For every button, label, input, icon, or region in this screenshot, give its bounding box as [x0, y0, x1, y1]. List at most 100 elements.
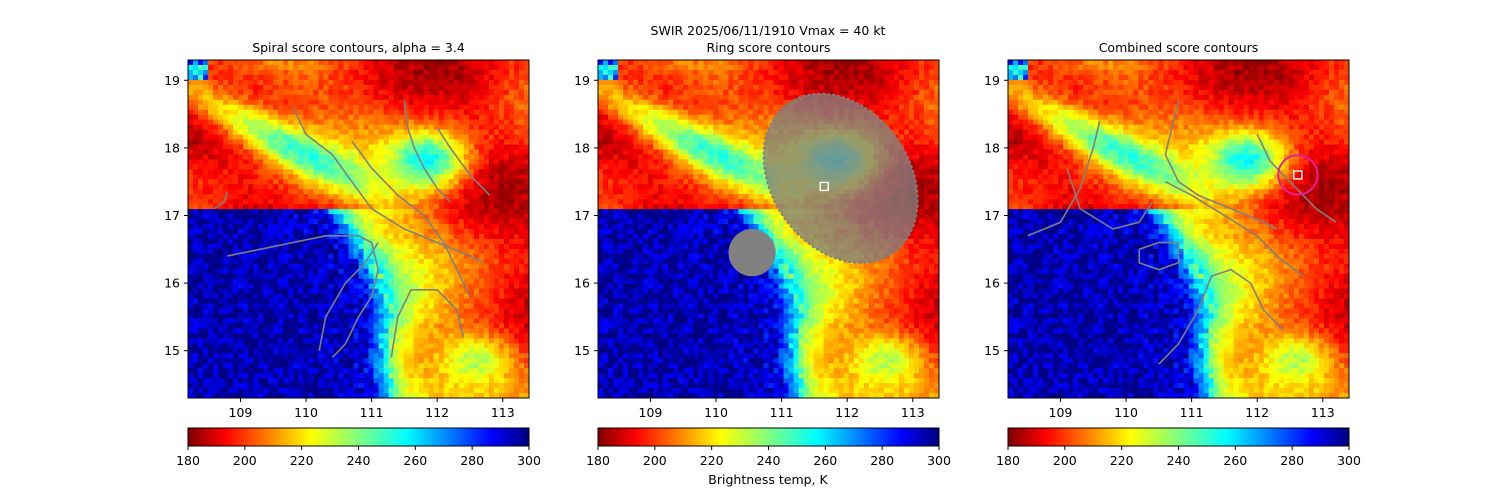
heatmap-cell [323, 333, 330, 339]
heatmap-cell [223, 363, 229, 369]
heatmap-cell [598, 79, 604, 86]
heatmap-cell [303, 273, 309, 280]
heatmap-cell [408, 139, 415, 146]
heatmap-cell [203, 263, 209, 270]
heatmap-cell [413, 388, 420, 394]
heatmap-cell [293, 393, 299, 398]
heatmap-cell [278, 174, 284, 180]
heatmap-cell [363, 89, 370, 96]
heatmap-cell [348, 99, 355, 106]
heatmap-cell [253, 144, 259, 151]
heatmap-cell [258, 378, 264, 384]
heatmap-cell [248, 104, 254, 111]
heatmap-cell [518, 243, 525, 250]
heatmap-cell [418, 348, 425, 354]
heatmap-cell [308, 393, 314, 398]
heatmap-cell [263, 303, 269, 310]
heatmap-cell [358, 99, 365, 106]
heatmap-cell [463, 268, 470, 275]
heatmap-cell [458, 373, 465, 379]
heatmap-cell [253, 348, 259, 354]
heatmap-cell [403, 358, 410, 364]
heatmap-cell [353, 383, 360, 389]
heatmap-cell [443, 238, 450, 245]
heatmap-cell [383, 313, 390, 320]
heatmap-cell [523, 393, 529, 398]
heatmap-cell [308, 358, 314, 364]
heatmap-cell [413, 258, 420, 265]
heatmap-cell [188, 293, 194, 300]
heatmap-cell [313, 64, 319, 71]
heatmap-cell [403, 293, 410, 300]
heatmap-cell [273, 263, 279, 270]
heatmap-cell [238, 278, 244, 285]
heatmap-cell [363, 174, 370, 180]
heatmap-cell [348, 134, 355, 141]
heatmap-cell [213, 89, 219, 96]
heatmap-cell [313, 99, 319, 106]
heatmap-cell [358, 253, 365, 260]
heatmap-cell [218, 79, 224, 86]
heatmap-cell [193, 124, 199, 131]
heatmap-cell [348, 154, 355, 161]
heatmap-cell [383, 79, 390, 86]
heatmap-cell [188, 134, 194, 141]
heatmap-cell [383, 114, 390, 121]
heatmap-cell [278, 144, 284, 151]
heatmap-cell [598, 149, 604, 156]
heatmap-cell [498, 288, 505, 295]
heatmap-cell [263, 149, 269, 156]
heatmap-cell [428, 338, 435, 344]
heatmap-cell [313, 273, 319, 280]
heatmap-cell [458, 353, 465, 359]
heatmap-cell [418, 189, 425, 195]
heatmap-cell [498, 393, 505, 398]
heatmap-cell [333, 263, 340, 270]
heatmap-cell [383, 74, 390, 81]
heatmap-cell [458, 69, 465, 76]
heatmap-cell [413, 238, 420, 245]
heatmap-cell [483, 179, 490, 185]
heatmap-cell [293, 253, 299, 260]
heatmap-cell [198, 129, 204, 136]
heatmap-cell [243, 129, 249, 136]
heatmap-cell [603, 219, 609, 225]
heatmap-cell [268, 179, 274, 185]
heatmap-cell [483, 69, 490, 76]
heatmap-cell [488, 69, 495, 76]
heatmap-cell [433, 298, 440, 305]
heatmap-cell [263, 343, 269, 349]
heatmap-cell [458, 288, 465, 295]
heatmap-cell [503, 139, 510, 146]
heatmap-cell [598, 224, 604, 230]
heatmap-cell [503, 298, 510, 305]
heatmap-cell [393, 303, 400, 310]
heatmap-cell [388, 373, 395, 379]
heatmap-cell [278, 224, 284, 230]
heatmap-cell [308, 214, 314, 220]
colorbar-tick-label: 300 [517, 453, 541, 468]
heatmap-cell [298, 328, 304, 334]
heatmap-cell [338, 144, 345, 151]
heatmap-cell [208, 288, 214, 295]
heatmap-cell [218, 373, 224, 379]
heatmap-cell [403, 79, 410, 86]
heatmap-cell [363, 79, 370, 86]
heatmap-cell [508, 69, 515, 76]
heatmap-cell [268, 278, 274, 285]
heatmap-cell [618, 109, 624, 116]
heatmap-cell [508, 248, 515, 255]
heatmap-cell [233, 343, 239, 349]
heatmap-cell [343, 94, 350, 101]
heatmap-cell [203, 184, 209, 190]
heatmap-cell [448, 219, 455, 225]
heatmap-cell [218, 99, 224, 106]
heatmap-cell [328, 323, 335, 330]
heatmap-cell [268, 124, 274, 131]
heatmap-cell [388, 114, 395, 121]
heatmap-cell [298, 268, 304, 275]
heatmap-cell [463, 298, 470, 305]
heatmap-cell [613, 114, 619, 121]
heatmap-cell [338, 338, 345, 344]
heatmap-cell [193, 104, 199, 111]
